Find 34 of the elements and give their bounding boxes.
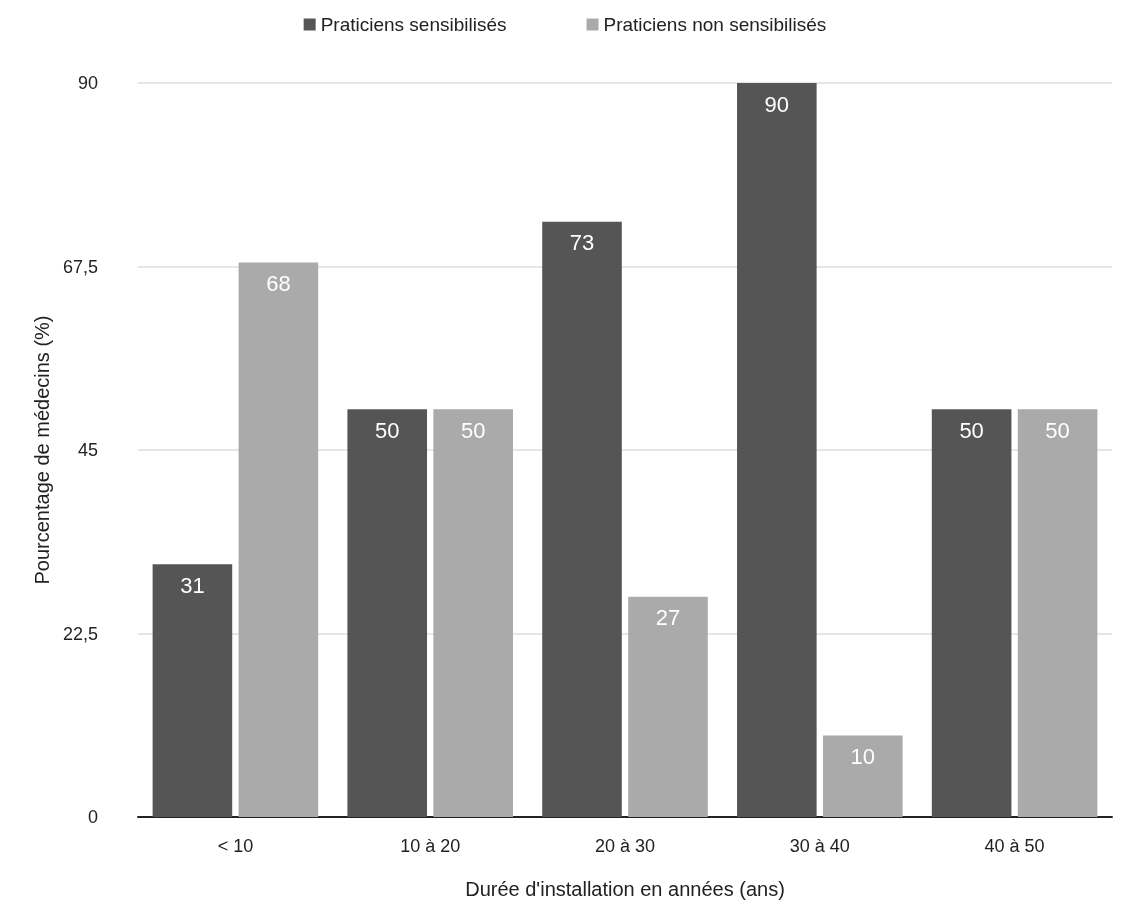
x-tick-label: 30 à 40 xyxy=(789,836,850,856)
y-tick-label: 67,5 xyxy=(62,256,98,277)
bar xyxy=(542,221,622,817)
data-label: 27 xyxy=(655,605,681,631)
legend-label: Praticiens sensibilisés xyxy=(320,14,507,35)
bar xyxy=(152,564,233,817)
x-tick-label: 40 à 50 xyxy=(984,836,1045,856)
data-label: 50 xyxy=(1045,417,1070,443)
data-label: 73 xyxy=(569,230,595,256)
y-tick-label: 90 xyxy=(77,73,98,93)
bar xyxy=(433,409,513,817)
legend-label: Praticiens non sensibilisés xyxy=(603,14,827,35)
x-tick-label: 20 à 30 xyxy=(594,836,656,856)
x-tick-label: < 10 xyxy=(217,836,254,856)
x-tick-label: 10 à 20 xyxy=(400,836,461,856)
data-label: 31 xyxy=(180,572,205,598)
y-tick-label: 45 xyxy=(77,440,98,460)
y-tick-label: 22,5 xyxy=(62,623,98,644)
bar xyxy=(822,735,903,817)
data-label: 10 xyxy=(850,743,876,769)
x-axis-title: Durée d'installation en années (ans) xyxy=(465,878,785,900)
bar xyxy=(238,262,319,817)
data-label: 50 xyxy=(460,417,486,443)
bar xyxy=(737,83,817,817)
data-label: 90 xyxy=(764,91,790,117)
data-label: 50 xyxy=(959,417,984,443)
data-label: 50 xyxy=(374,417,400,443)
data-label: 68 xyxy=(266,270,291,296)
bar xyxy=(1017,409,1098,817)
y-tick-label: 0 xyxy=(87,807,98,827)
bar xyxy=(347,409,428,817)
y-axis-title: Pourcentage de médecins (%) xyxy=(31,315,54,585)
bar xyxy=(628,596,708,817)
bar xyxy=(931,409,1012,817)
